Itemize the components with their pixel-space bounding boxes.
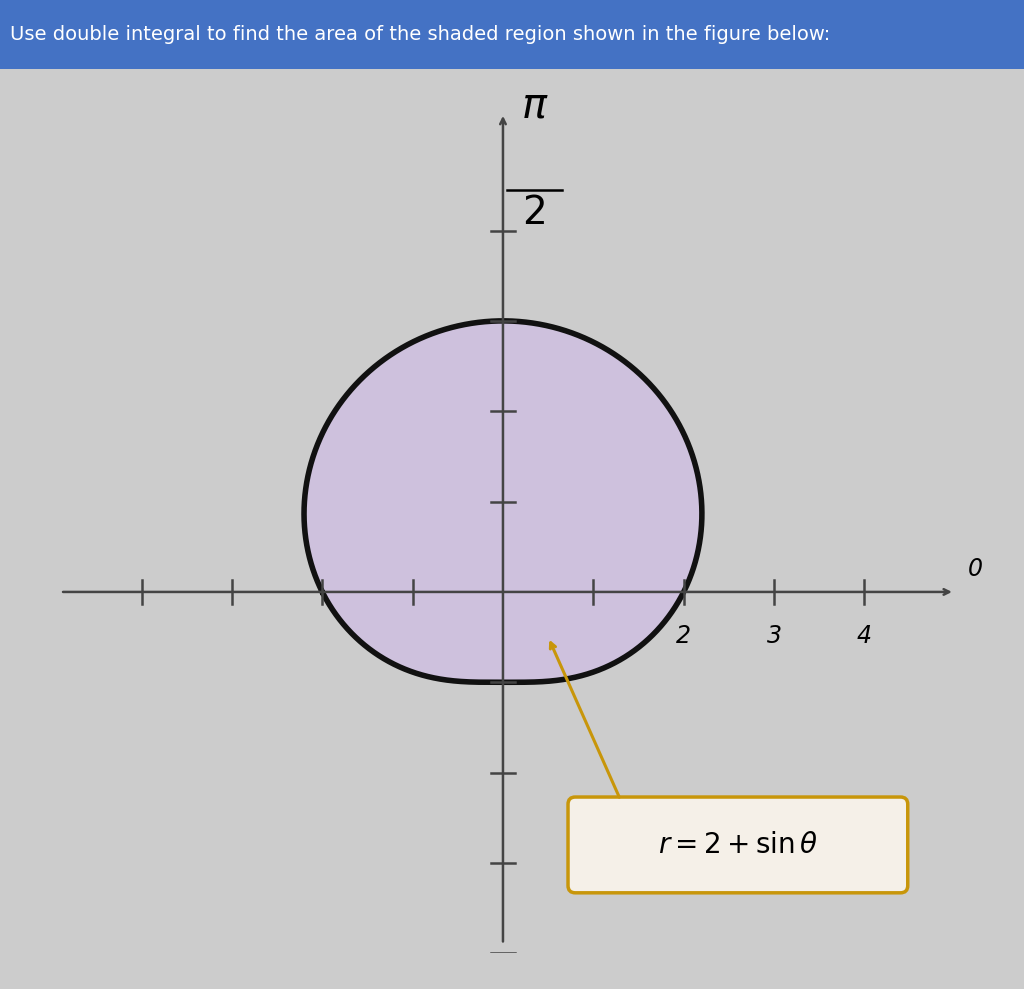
Text: Use double integral to find the area of the shaded region shown in the figure be: Use double integral to find the area of … — [10, 25, 830, 45]
Text: $\pi$: $\pi$ — [521, 85, 549, 127]
Text: 3: 3 — [767, 623, 781, 648]
Polygon shape — [304, 320, 701, 682]
FancyBboxPatch shape — [568, 797, 907, 893]
Text: 2: 2 — [676, 623, 691, 648]
Text: 0: 0 — [969, 558, 983, 582]
Text: 4: 4 — [857, 623, 871, 648]
Text: 2: 2 — [522, 195, 547, 232]
Text: $r = 2 + \sin\theta$: $r = 2 + \sin\theta$ — [658, 831, 818, 858]
